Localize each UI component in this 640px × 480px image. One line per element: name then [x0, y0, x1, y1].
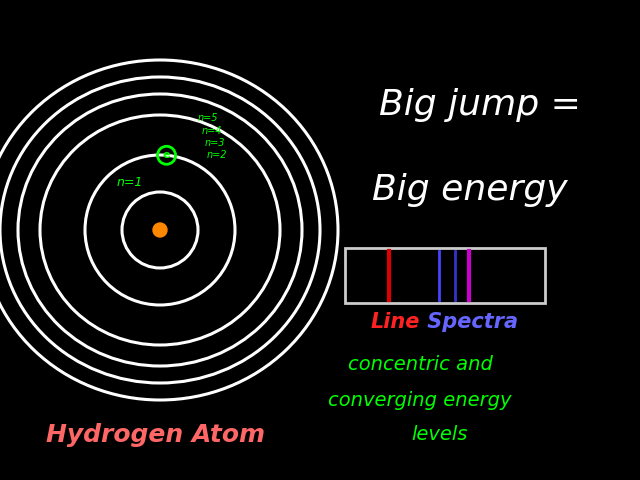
Bar [345, 248, 545, 303]
Text: concentric and: concentric and [348, 356, 492, 374]
Text: Hydrogen Atom: Hydrogen Atom [45, 423, 264, 447]
Text: levels: levels [412, 425, 468, 444]
Text: Spectra: Spectra [420, 312, 518, 332]
Text: Line: Line [371, 312, 420, 332]
Text: Big jump =: Big jump = [379, 88, 581, 122]
Text: n=2: n=2 [207, 150, 227, 160]
Text: converging energy: converging energy [328, 391, 512, 409]
Text: Big energy: Big energy [372, 173, 568, 207]
Text: e: e [163, 150, 170, 160]
Text: n=1: n=1 [117, 176, 143, 189]
Ellipse shape [153, 223, 167, 237]
Text: n=4: n=4 [202, 126, 223, 136]
Text: n=3: n=3 [205, 138, 225, 148]
Text: n=5: n=5 [198, 113, 218, 123]
